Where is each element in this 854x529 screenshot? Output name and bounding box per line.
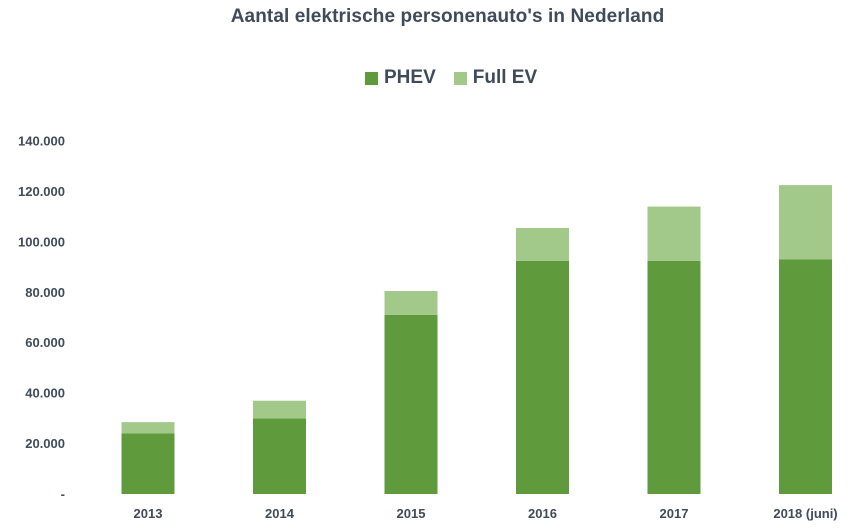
bar-full-ev-2013 [121, 422, 175, 434]
legend-swatch-full-ev [453, 71, 467, 85]
chart-legend: PHEV Full EV [365, 67, 537, 89]
bar-phev-2017 [647, 260, 701, 494]
y-tick-label: 80.000 [25, 285, 65, 300]
x-category-label: 2016 [528, 506, 557, 521]
bar-full-ev-2018 [779, 185, 832, 260]
x-category-label: 2013 [134, 506, 163, 521]
y-tick-label: - [61, 487, 65, 502]
y-tick-label: 40.000 [25, 386, 65, 401]
chart-title: Aantal elektrische personenauto's in Ned… [230, 6, 665, 27]
legend-label-phev: PHEV [384, 67, 436, 88]
legend-label-full-ev: Full EV [472, 67, 538, 88]
x-axis-labels: 2013 2014 2015 2016 2017 2018 (juni) [134, 506, 838, 521]
y-tick-label: 100.000 [18, 234, 65, 249]
legend-item-phev: PHEV [365, 67, 436, 89]
y-tick-label: 20.000 [25, 436, 65, 451]
bar-phev-2016 [516, 260, 569, 494]
legend-swatch-phev [365, 71, 378, 85]
x-category-label: 2014 [265, 506, 295, 521]
bar-phev-2018 [779, 259, 832, 494]
y-tick-label: 140.000 [18, 134, 65, 149]
legend-item-full-ev: Full EV [453, 67, 538, 89]
x-category-label: 2018 (juni) [773, 506, 837, 521]
y-tick-label: 120.000 [18, 184, 65, 199]
y-tick-label: 60.000 [25, 335, 65, 350]
bar-full-ev-2014 [253, 400, 306, 419]
bar-full-ev-2017 [647, 206, 701, 261]
bar-phev-2013 [121, 433, 175, 494]
x-category-label: 2015 [397, 506, 426, 521]
x-category-label: 2017 [660, 506, 689, 521]
y-axis-ticks: - 20.000 40.000 60.000 80.000 100.000 120.000 1… [18, 134, 65, 502]
bars-group [121, 185, 832, 494]
bar-full-ev-2015 [384, 291, 438, 315]
bar-phev-2014 [253, 418, 306, 494]
bar-phev-2015 [384, 314, 438, 494]
bar-full-ev-2016 [516, 227, 569, 261]
